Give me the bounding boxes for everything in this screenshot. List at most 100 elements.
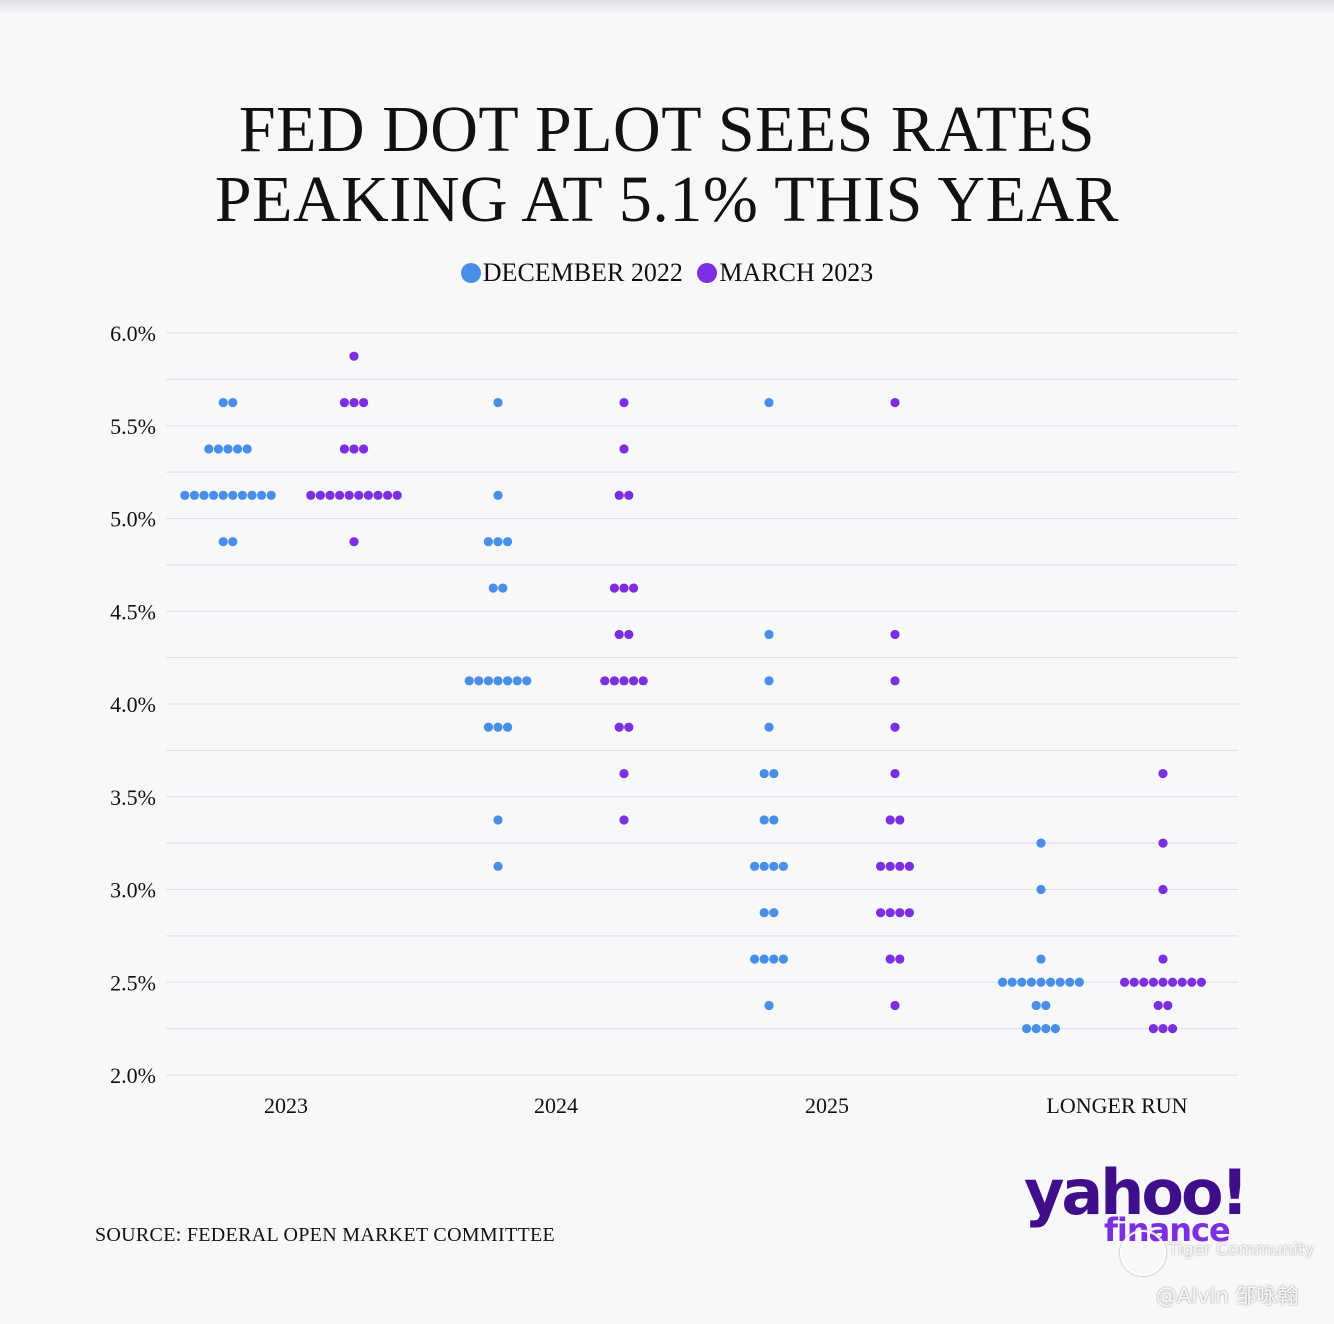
y-tick-label: 4.5% xyxy=(110,599,156,624)
data-dot xyxy=(1007,977,1017,987)
data-dot xyxy=(228,537,238,547)
data-dot xyxy=(325,490,335,500)
y-tick-label: 5.5% xyxy=(110,414,156,439)
data-dot xyxy=(769,815,779,825)
data-dot xyxy=(1031,1000,1041,1011)
data-dot xyxy=(614,722,624,732)
data-dot xyxy=(339,397,349,408)
data-dot xyxy=(890,629,900,640)
data-dot xyxy=(359,397,369,408)
data-dot xyxy=(890,676,900,686)
data-dot xyxy=(218,490,228,500)
data-dot xyxy=(483,676,493,686)
data-dot xyxy=(904,861,915,871)
data-dot xyxy=(335,490,345,500)
data-dot xyxy=(1036,977,1046,987)
chart-title: FED DOT PLOT SEES RATES PEAKING AT 5.1% … xyxy=(0,95,1334,235)
data-dot xyxy=(1187,977,1197,987)
data-dot xyxy=(759,768,769,779)
data-dot xyxy=(228,397,238,408)
data-dot xyxy=(349,444,359,454)
data-dot xyxy=(354,490,364,500)
watermark-community: Tiger Community xyxy=(1168,1240,1315,1260)
data-dot xyxy=(904,908,915,918)
data-dot xyxy=(600,676,610,686)
data-dot xyxy=(759,908,769,918)
data-dot xyxy=(778,954,789,964)
data-dot xyxy=(769,768,779,779)
data-dot xyxy=(876,861,886,871)
data-dot xyxy=(895,815,905,825)
data-dot xyxy=(619,768,629,779)
data-dot xyxy=(759,954,769,964)
data-dot xyxy=(344,490,354,500)
x-tick-label: 2025 xyxy=(805,1093,849,1118)
data-dot xyxy=(1158,1024,1168,1034)
data-dot xyxy=(764,629,774,640)
title-line-1: FED DOT PLOT SEES RATES xyxy=(238,93,1096,166)
data-dot xyxy=(769,908,779,918)
title-line-2: PEAKING AT 5.1% THIS YEAR xyxy=(214,163,1120,236)
legend-item-december: DECEMBER 2022 xyxy=(460,258,683,288)
data-dot xyxy=(624,490,634,500)
data-dot xyxy=(493,861,503,871)
data-dot xyxy=(885,954,895,964)
data-dot xyxy=(373,490,383,500)
data-dot xyxy=(512,676,522,686)
data-dot xyxy=(1148,1024,1158,1034)
data-dot xyxy=(764,397,774,408)
data-dot xyxy=(769,861,779,871)
top-shadow-bar xyxy=(0,0,1334,14)
data-dot xyxy=(609,676,620,686)
y-tick-label: 3.0% xyxy=(110,878,156,903)
data-dot xyxy=(1158,977,1168,987)
data-dot xyxy=(885,815,895,825)
data-dot xyxy=(233,444,243,454)
data-dot xyxy=(750,954,760,964)
data-dot xyxy=(315,490,325,500)
data-dot xyxy=(624,722,634,732)
data-dot xyxy=(638,676,648,686)
data-dot xyxy=(1074,977,1084,987)
data-dot xyxy=(498,583,508,593)
data-dot xyxy=(1041,1024,1051,1034)
data-dot xyxy=(1177,977,1187,987)
data-dot xyxy=(885,861,895,871)
data-dot xyxy=(1036,884,1046,895)
tiger-community-icon xyxy=(1120,1230,1166,1276)
data-dot xyxy=(306,490,316,500)
data-dot xyxy=(619,815,629,825)
data-dot xyxy=(503,722,513,732)
data-dot xyxy=(1168,1024,1178,1034)
data-dot xyxy=(223,444,233,454)
data-dot xyxy=(247,490,257,500)
legend: DECEMBER 2022 MARCH 2023 xyxy=(0,258,1334,290)
data-dot xyxy=(619,397,629,408)
y-tick-label: 5.0% xyxy=(110,507,156,532)
data-dot xyxy=(1031,1024,1041,1034)
data-dot xyxy=(1168,977,1178,987)
data-dot xyxy=(383,490,393,500)
data-dot xyxy=(493,676,503,686)
data-dot xyxy=(1158,954,1168,964)
data-dot xyxy=(359,444,369,454)
data-dot xyxy=(218,537,228,547)
data-dot xyxy=(614,490,624,500)
data-dot xyxy=(629,583,639,593)
data-dot xyxy=(493,722,503,732)
data-dot xyxy=(614,629,624,640)
data-dot xyxy=(890,722,900,732)
data-dot xyxy=(204,444,214,454)
x-tick-label: LONGER RUN xyxy=(1046,1093,1187,1118)
data-dot xyxy=(488,583,498,593)
data-dot xyxy=(349,537,359,547)
data-dot xyxy=(1055,977,1065,987)
legend-dot-march xyxy=(697,263,718,283)
data-dot xyxy=(764,1000,774,1011)
dot-plot-chart: 6.0% 5.5% 5.0% 4.5% 4.0% 3.5% 3.0% 2.5% 2.0% 2023… xyxy=(110,321,1238,1118)
data-dot xyxy=(885,908,895,918)
data-dot xyxy=(1046,977,1056,987)
data-dot xyxy=(1026,977,1036,987)
data-dot xyxy=(1196,977,1206,987)
data-dot xyxy=(1158,838,1168,848)
